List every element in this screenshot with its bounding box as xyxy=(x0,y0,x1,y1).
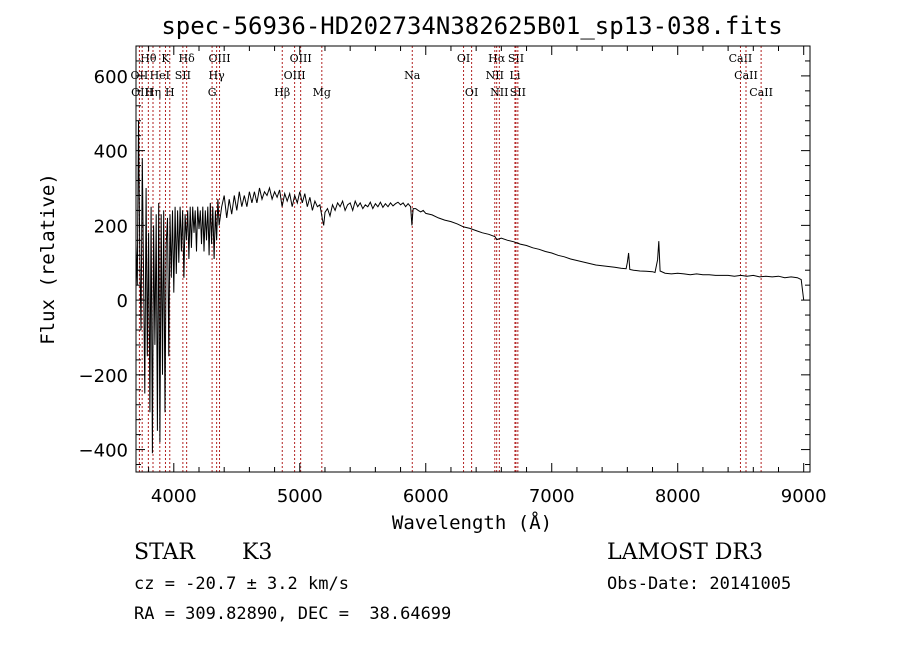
line-marker-label-1: K xyxy=(161,52,170,65)
line-marker-label-7: SII xyxy=(508,52,524,65)
line-marker-label-25: NII xyxy=(490,86,508,99)
y-tick-label-5: −400 xyxy=(79,441,128,462)
line-marker-label-14: Na xyxy=(404,69,421,82)
spectrum-trace xyxy=(135,120,805,454)
plot-frame xyxy=(135,45,811,473)
line-marker-label-18: OIII xyxy=(131,86,153,99)
x-tick-label-3: 7000 xyxy=(529,486,575,507)
line-marker-label-21: G xyxy=(208,86,217,99)
line-marker-label-11: SII xyxy=(175,69,191,82)
line-marker-label-8: CaII xyxy=(729,52,753,65)
line-marker-label-6: Hα xyxy=(488,52,506,65)
line-marker-label-2: Hδ xyxy=(179,52,196,65)
x-tick-label-5: 9000 xyxy=(781,486,827,507)
line-marker-label-24: OI xyxy=(465,86,478,99)
x-tick-label-4: 8000 xyxy=(655,486,701,507)
y-tick-label-2: 200 xyxy=(94,216,128,237)
y-tick-label-4: −200 xyxy=(79,366,128,387)
line-marker-label-19: Hη xyxy=(145,86,161,99)
obs-date: Obs-Date: 20141005 xyxy=(607,574,792,594)
axis-ticks: 4000 5000 6000 7000 8000 9000 600 400 200 0 −200 −4… xyxy=(79,46,827,507)
object-subclass: K3 xyxy=(242,540,273,565)
line-marker-label-23: Mg xyxy=(313,86,331,99)
object-class: STAR xyxy=(134,540,195,565)
x-tick-label-0: 4000 xyxy=(151,486,197,507)
line-marker-label-13: OIII xyxy=(284,69,306,82)
line-marker-label-20: H xyxy=(165,86,175,99)
y-axis-label: Flux (relative) xyxy=(37,173,59,345)
x-tick-label-2: 6000 xyxy=(403,486,449,507)
line-marker-label-26: SII xyxy=(510,86,526,99)
line-marker-label-27: CaII xyxy=(749,86,773,99)
line-marker-label-5: OI xyxy=(457,52,470,65)
x-tick-label-1: 5000 xyxy=(277,486,323,507)
line-marker-label-22: Hβ xyxy=(274,86,290,99)
line-marker-label-10: HeI xyxy=(150,69,170,82)
x-axis-label: Wavelength (Å) xyxy=(392,511,552,534)
line-marker-label-12: Hγ xyxy=(209,69,226,82)
line-marker-label-17: CaII xyxy=(734,69,758,82)
coordinates: RA = 309.82890, DEC = 38.64699 xyxy=(134,604,452,624)
y-tick-label-1: 400 xyxy=(94,142,128,163)
velocity-readout: cz = -20.7 ± 3.2 km/s xyxy=(134,574,349,594)
line-marker-label-16: Li xyxy=(510,69,521,82)
line-marker-label-15: NII xyxy=(486,69,504,82)
chart-title: spec-56936-HD202734N382625B01_sp13-038.f… xyxy=(161,12,782,40)
y-tick-label-3: 0 xyxy=(117,291,128,312)
survey-name: LAMOST DR3 xyxy=(607,540,763,565)
line-marker-label-3: OIII xyxy=(208,52,230,65)
line-marker-label-0: Hθ xyxy=(140,52,157,65)
y-tick-label-0: 600 xyxy=(94,67,128,88)
line-marker-label-4: OIII xyxy=(290,52,312,65)
spectrum-line xyxy=(135,120,805,454)
